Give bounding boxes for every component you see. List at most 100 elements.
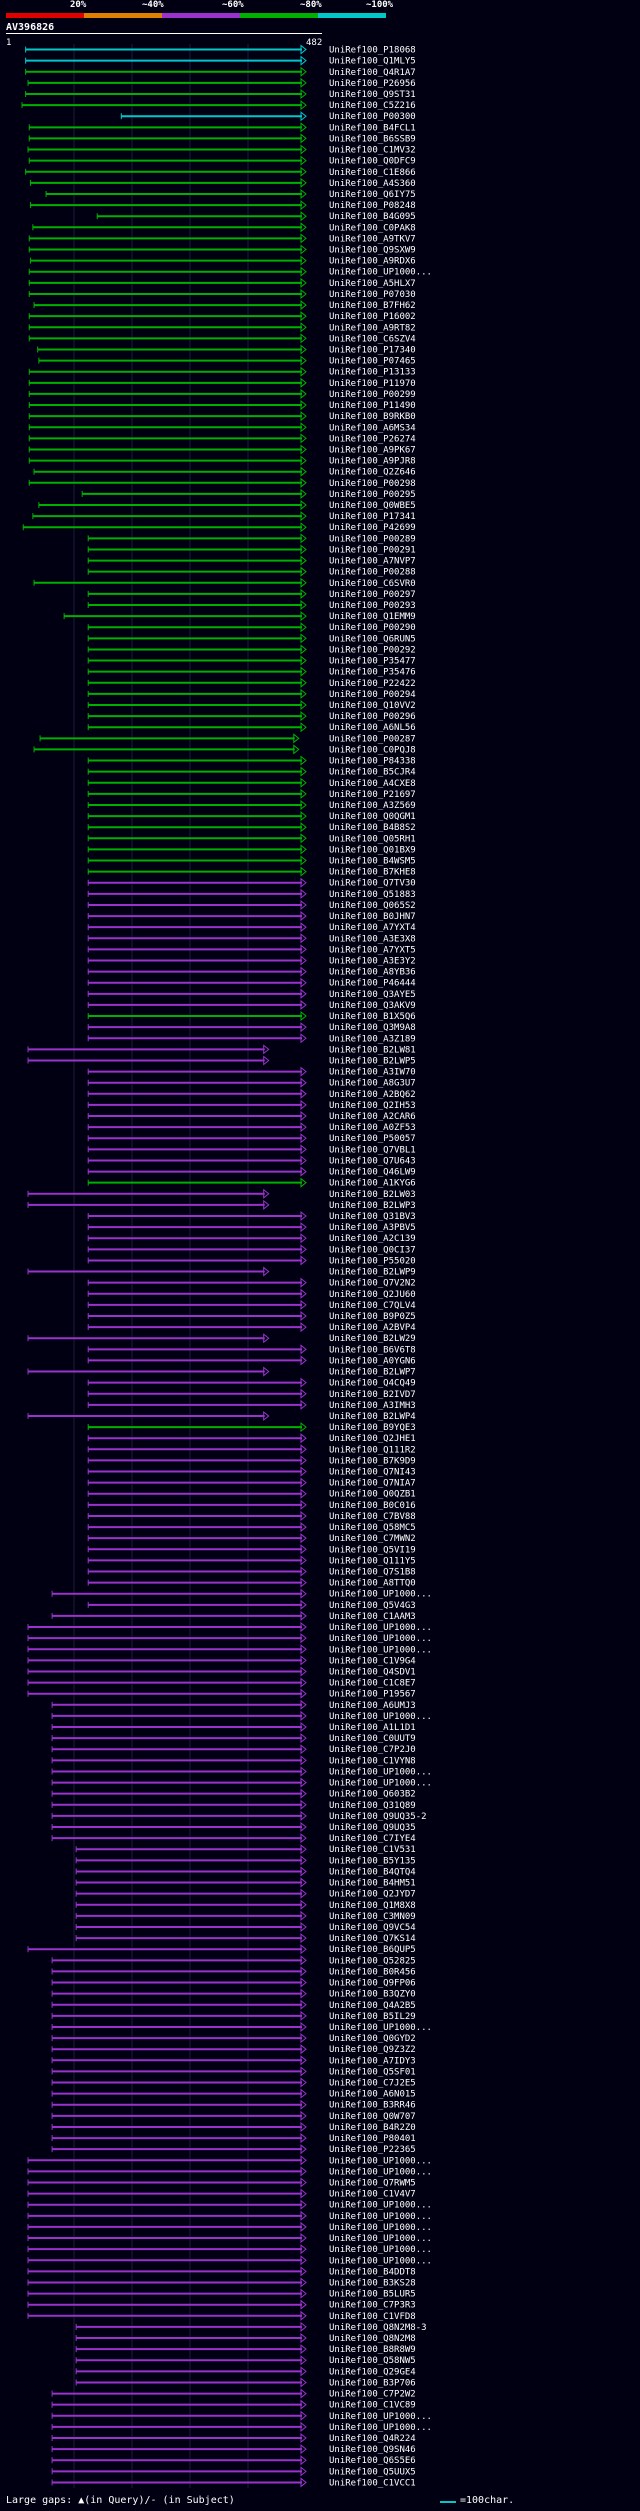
hit-label[interactable]: UniRef100_Q5V4G3 — [329, 1601, 416, 1611]
hit-label[interactable]: UniRef100_A1KYG6 — [329, 1179, 416, 1189]
hit-label[interactable]: UniRef100_Q46LW9 — [329, 1168, 416, 1178]
hit-label[interactable]: UniRef100_UP1000... — [329, 2423, 432, 2433]
hit-label[interactable]: UniRef100_P22365 — [329, 2145, 416, 2155]
hit-label[interactable]: UniRef100_B4FCL1 — [329, 123, 416, 133]
hit-label[interactable]: UniRef100_A6N015 — [329, 2090, 416, 2100]
hit-label[interactable]: UniRef100_UP1000... — [329, 1634, 432, 1644]
hit-label[interactable]: UniRef100_A2CAR6 — [329, 1112, 416, 1122]
hit-label[interactable]: UniRef100_P55020 — [329, 1256, 416, 1266]
hit-label[interactable]: UniRef100_A3E3X8 — [329, 934, 416, 944]
hit-label[interactable]: UniRef100_C6SZV4 — [329, 334, 416, 344]
hit-label[interactable]: UniRef100_Q7RWM5 — [329, 2179, 416, 2189]
hit-label[interactable]: UniRef100_B2LWP3 — [329, 1201, 416, 1211]
hit-label[interactable]: UniRef100_UP1000... — [329, 2023, 432, 2033]
hit-label[interactable]: UniRef100_C7QLV4 — [329, 1301, 416, 1311]
hit-label[interactable]: UniRef100_Q9ST31 — [329, 90, 416, 100]
hit-label[interactable]: UniRef100_Q7VBL1 — [329, 1145, 416, 1155]
hit-label[interactable]: UniRef100_C1MV32 — [329, 146, 416, 156]
hit-label[interactable]: UniRef100_P46444 — [329, 979, 416, 989]
hit-label[interactable]: UniRef100_B3RR46 — [329, 2101, 416, 2111]
hit-label[interactable]: UniRef100_P08248 — [329, 201, 416, 211]
hit-label[interactable]: UniRef100_Q065S2 — [329, 901, 416, 911]
hit-label[interactable]: UniRef100_C0PAK8 — [329, 223, 416, 233]
hit-label[interactable]: UniRef100_P13133 — [329, 368, 416, 378]
hit-label[interactable]: UniRef100_A8TTQ0 — [329, 1579, 416, 1589]
hit-label[interactable]: UniRef100_B1X5Q6 — [329, 1012, 416, 1022]
hit-label[interactable]: UniRef100_P00291 — [329, 545, 416, 555]
hit-label[interactable]: UniRef100_UP1000... — [329, 2223, 432, 2233]
hit-label[interactable]: UniRef100_B9RKB0 — [329, 412, 416, 422]
hit-label[interactable]: UniRef100_UP1000... — [329, 1767, 432, 1777]
hit-label[interactable]: UniRef100_Q1EMM9 — [329, 612, 416, 622]
hit-label[interactable]: UniRef100_P00297 — [329, 590, 416, 600]
hit-label[interactable]: UniRef100_UP1000... — [329, 268, 432, 278]
hit-label[interactable]: UniRef100_P80401 — [329, 2134, 416, 2144]
hit-label[interactable]: UniRef100_B4G095 — [329, 212, 416, 222]
hit-label[interactable]: UniRef100_Q7V2N2 — [329, 1279, 416, 1289]
hit-label[interactable]: UniRef100_P35477 — [329, 657, 416, 667]
hit-label[interactable]: UniRef100_Q0QZB1 — [329, 1490, 416, 1500]
hit-label[interactable]: UniRef100_B0C016 — [329, 1501, 416, 1511]
hit-label[interactable]: UniRef100_A8G3U7 — [329, 1079, 416, 1089]
hit-label[interactable]: UniRef100_B6V6T8 — [329, 1345, 416, 1355]
hit-label[interactable]: UniRef100_Q4CQ49 — [329, 1379, 416, 1389]
hit-label[interactable]: UniRef100_Q7TV30 — [329, 879, 416, 889]
hit-label[interactable]: UniRef100_A2BQ62 — [329, 1090, 416, 1100]
hit-label[interactable]: UniRef100_Q1MLY5 — [329, 57, 416, 67]
hit-label[interactable]: UniRef100_B4DDT8 — [329, 2267, 416, 2277]
hit-label[interactable]: UniRef100_B2LWP5 — [329, 1056, 416, 1066]
hit-label[interactable]: UniRef100_Q58MC5 — [329, 1523, 416, 1533]
hit-label[interactable]: UniRef100_B7K9D9 — [329, 1456, 416, 1466]
hit-label[interactable]: UniRef100_B5Y135 — [329, 1856, 416, 1866]
hit-label[interactable]: UniRef100_Q6IY75 — [329, 190, 416, 200]
hit-label[interactable]: UniRef100_B9YQE3 — [329, 1423, 416, 1433]
hit-label[interactable]: UniRef100_A3IW70 — [329, 1068, 416, 1078]
hit-label[interactable]: UniRef100_P00293 — [329, 601, 416, 611]
hit-label[interactable]: UniRef100_C1VCC1 — [329, 2478, 416, 2488]
hit-label[interactable]: UniRef100_A0ZF53 — [329, 1123, 416, 1133]
hit-label[interactable]: UniRef100_B4QTQ4 — [329, 1867, 416, 1877]
hit-label[interactable]: UniRef100_P00294 — [329, 690, 416, 700]
hit-label[interactable]: UniRef100_UP1000... — [329, 2234, 432, 2244]
hit-label[interactable]: UniRef100_B2LWP4 — [329, 1412, 416, 1422]
hit-label[interactable]: UniRef100_A6NL56 — [329, 723, 416, 733]
hit-label[interactable]: UniRef100_A9PK67 — [329, 445, 416, 455]
hit-label[interactable]: UniRef100_Q2Z646 — [329, 468, 416, 478]
hit-label[interactable]: UniRef100_B9P0Z5 — [329, 1312, 416, 1322]
hit-label[interactable]: UniRef100_Q9SN46 — [329, 2445, 416, 2455]
hit-label[interactable]: UniRef100_P00298 — [329, 479, 416, 489]
hit-label[interactable]: UniRef100_B0R456 — [329, 1967, 416, 1977]
hit-label[interactable]: UniRef100_B3KS28 — [329, 2278, 416, 2288]
hit-label[interactable]: UniRef100_Q5VI19 — [329, 1545, 416, 1555]
hit-label[interactable]: UniRef100_A2BVP4 — [329, 1323, 416, 1333]
hit-label[interactable]: UniRef100_Q3AYE5 — [329, 990, 416, 1000]
hit-label[interactable]: UniRef100_Q9VC54 — [329, 1923, 416, 1933]
hit-label[interactable]: UniRef100_B5LUR5 — [329, 2290, 416, 2300]
hit-label[interactable]: UniRef100_A9RDX6 — [329, 257, 416, 267]
hit-label[interactable]: UniRef100_Q7KS14 — [329, 1934, 416, 1944]
hit-label[interactable]: UniRef100_UP1000... — [329, 1623, 432, 1633]
hit-label[interactable]: UniRef100_B4HM51 — [329, 1879, 416, 1889]
hit-label[interactable]: UniRef100_P18068 — [329, 46, 416, 56]
hit-label[interactable]: UniRef100_C1C8E7 — [329, 1679, 416, 1689]
hit-label[interactable]: UniRef100_Q9Z3Z2 — [329, 2045, 416, 2055]
hit-label[interactable]: UniRef100_Q111R2 — [329, 1445, 416, 1455]
hit-label[interactable]: UniRef100_B6QUP5 — [329, 1945, 416, 1955]
hit-label[interactable]: UniRef100_P35476 — [329, 668, 416, 678]
hit-label[interactable]: UniRef100_Q2JYD7 — [329, 1890, 416, 1900]
hit-label[interactable]: UniRef100_A7YXT5 — [329, 945, 416, 955]
hit-label[interactable]: UniRef100_A4S360 — [329, 179, 416, 189]
hit-label[interactable]: UniRef100_P11970 — [329, 379, 416, 389]
hit-label[interactable]: UniRef100_C7BV88 — [329, 1512, 416, 1522]
hit-label[interactable]: UniRef100_B2LWP9 — [329, 1268, 416, 1278]
hit-label[interactable]: UniRef100_A6UMJ3 — [329, 1701, 416, 1711]
hit-label[interactable]: UniRef100_B4B8S2 — [329, 823, 416, 833]
hit-label[interactable]: UniRef100_C6SVR0 — [329, 579, 416, 589]
hit-label[interactable]: UniRef100_Q8N2M8-3 — [329, 2323, 427, 2333]
hit-label[interactable]: UniRef100_C7IYE4 — [329, 1834, 416, 1844]
hit-label[interactable]: UniRef100_P26274 — [329, 434, 416, 444]
hit-label[interactable]: UniRef100_A7YXT4 — [329, 923, 416, 933]
hit-label[interactable]: UniRef100_Q9FP06 — [329, 1979, 416, 1989]
hit-label[interactable]: UniRef100_P26956 — [329, 79, 416, 89]
hit-label[interactable]: UniRef100_Q0QGM1 — [329, 812, 416, 822]
